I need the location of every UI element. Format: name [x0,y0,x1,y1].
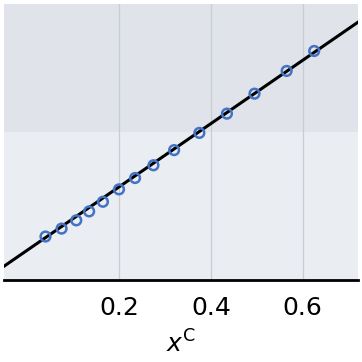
Bar [4,0,358,131]
Point [116,186,122,192]
Point [252,91,257,97]
Point [73,218,79,223]
Point [132,175,138,181]
Point [151,163,156,168]
Point [100,199,106,205]
Point [86,209,92,214]
Bar [4,131,358,355]
X-axis label: $x^{\mathrm{C}}$: $x^{\mathrm{C}}$ [166,331,196,358]
Point [59,226,64,232]
Point [43,233,49,239]
Point [224,111,230,117]
Point [171,147,177,153]
Point [311,48,317,54]
Point [284,68,290,74]
Point [197,130,202,136]
